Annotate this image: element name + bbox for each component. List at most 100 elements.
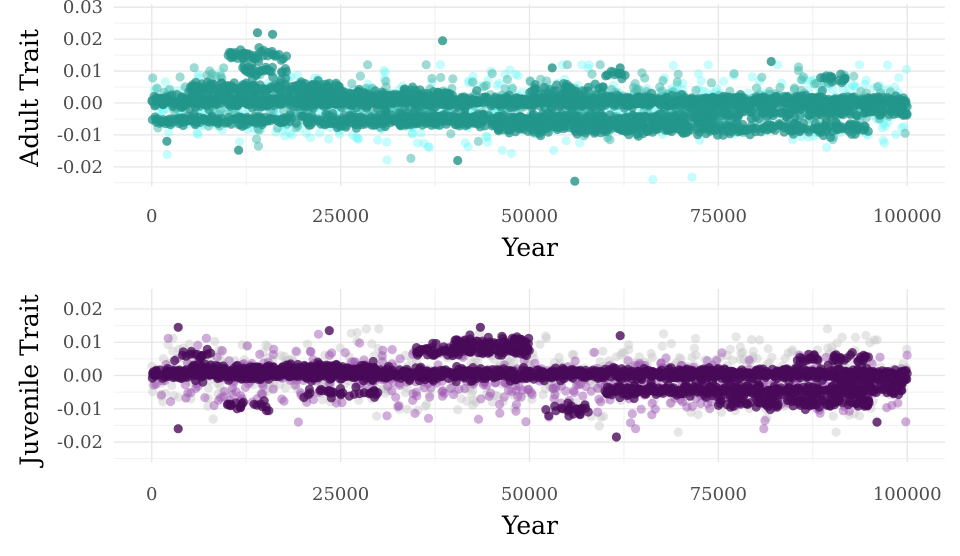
data-point — [481, 114, 491, 124]
data-point — [162, 95, 172, 105]
data-point — [766, 56, 776, 67]
data-point — [482, 93, 493, 103]
data-point — [431, 111, 442, 121]
data-point — [150, 112, 160, 122]
data-point — [189, 63, 199, 73]
data-point — [817, 85, 827, 96]
data-point — [543, 127, 553, 137]
data-point — [544, 119, 554, 129]
data-point — [254, 43, 264, 53]
data-point — [689, 343, 700, 353]
data-point — [718, 76, 729, 86]
data-point — [513, 71, 523, 81]
data-point — [332, 117, 342, 127]
y-tick-label: 0.02 — [63, 29, 103, 50]
data-point — [623, 101, 633, 111]
data-point — [657, 341, 667, 351]
data-point — [754, 335, 765, 345]
data-point — [852, 125, 863, 135]
data-point — [419, 138, 429, 148]
data-point — [381, 76, 391, 86]
data-point — [205, 81, 215, 91]
data-point — [492, 80, 502, 90]
data-point — [691, 85, 701, 95]
data-point — [361, 324, 371, 334]
data-point — [347, 78, 357, 89]
data-point — [423, 142, 433, 152]
data-point — [470, 117, 480, 127]
data-point — [446, 129, 456, 139]
data-point — [481, 80, 491, 91]
data-point — [413, 109, 423, 119]
data-point — [771, 91, 781, 101]
data-point — [696, 76, 706, 86]
data-point — [401, 113, 411, 123]
data-point — [552, 124, 563, 135]
data-point — [850, 81, 860, 91]
data-point — [255, 66, 265, 76]
data-point — [511, 69, 521, 79]
data-point — [407, 129, 418, 139]
data-point — [412, 118, 422, 128]
data-point — [833, 124, 843, 134]
data-point — [673, 69, 683, 79]
data-point — [648, 175, 658, 185]
data-point — [495, 102, 506, 112]
data-point — [811, 94, 821, 104]
data-point — [861, 75, 871, 85]
data-point — [575, 138, 585, 148]
data-point — [590, 79, 600, 89]
data-point — [482, 132, 492, 142]
data-point — [323, 110, 333, 120]
data-point — [597, 88, 607, 98]
data-point — [270, 51, 280, 61]
data-point — [747, 72, 757, 82]
data-point — [866, 105, 876, 116]
data-point — [320, 120, 330, 130]
data-point — [844, 126, 854, 136]
data-point — [347, 130, 358, 140]
data-point — [655, 82, 665, 92]
data-point — [725, 344, 735, 354]
data-point — [352, 327, 362, 338]
data-point — [659, 329, 669, 339]
data-point — [435, 60, 445, 70]
data-point — [736, 348, 746, 358]
data-point — [666, 339, 676, 349]
data-point — [193, 116, 203, 126]
data-point — [634, 84, 644, 95]
data-point — [828, 411, 838, 421]
data-point — [661, 95, 671, 106]
data-point — [617, 123, 627, 133]
data-point — [562, 60, 573, 70]
data-point — [302, 89, 312, 99]
data-point — [747, 107, 757, 117]
data-point — [722, 123, 732, 133]
data-point — [487, 121, 497, 131]
data-point — [447, 90, 457, 100]
data-point — [448, 74, 458, 84]
data-point — [770, 125, 780, 135]
data-point — [296, 77, 306, 87]
data-point — [570, 176, 580, 186]
data-point — [487, 69, 497, 79]
data-point — [483, 137, 493, 147]
data-point — [407, 129, 417, 139]
data-point — [182, 95, 192, 105]
data-point — [438, 36, 448, 46]
data-point — [382, 155, 392, 165]
data-point — [353, 89, 363, 99]
data-point — [421, 60, 431, 70]
data-point — [751, 83, 762, 93]
data-point — [224, 47, 235, 58]
data-point — [205, 66, 215, 76]
data-point — [763, 344, 773, 354]
data-point — [164, 127, 174, 137]
data-point — [542, 109, 553, 119]
data-point — [747, 335, 757, 345]
data-point — [901, 64, 912, 74]
data-point — [235, 137, 245, 147]
data-point — [844, 83, 854, 93]
data-point — [729, 69, 739, 79]
data-point — [207, 112, 217, 122]
